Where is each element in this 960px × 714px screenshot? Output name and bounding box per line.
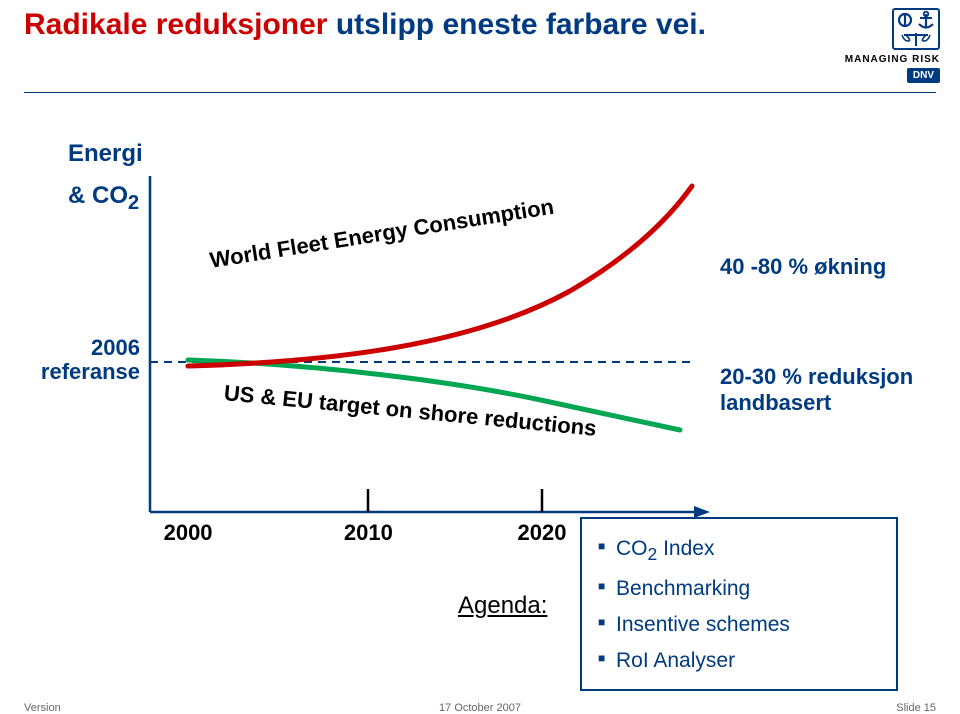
agenda-box: CO2 Index Benchmarking Insentive schemes… <box>580 517 898 691</box>
y-label-co2: & CO2 <box>68 182 143 215</box>
dnv-shield-icon <box>892 8 940 50</box>
title-divider <box>24 92 936 93</box>
slide: Radikale reduksjoner utslipp eneste farb… <box>0 0 960 710</box>
footer-date: 17 October 2007 <box>439 702 521 714</box>
agenda-item-text: RoI Analyser <box>616 649 735 672</box>
agenda-item-text: CO <box>616 537 648 560</box>
footer-slidenum: Slide 15 <box>896 702 936 714</box>
reference-year: 2006 <box>91 335 140 360</box>
rising-annotation: 40 -80 % økning <box>720 254 886 280</box>
xtick-2010: 2010 <box>344 520 393 546</box>
title-part-blue: utslipp eneste farbare vei. <box>336 8 706 41</box>
agenda-label: Agenda: <box>458 592 547 620</box>
xtick-2000: 2000 <box>164 520 213 546</box>
y-label-co2-text: & CO <box>68 182 128 209</box>
footer-version: Version <box>24 702 61 714</box>
brand-chip: DNV <box>907 68 940 83</box>
agenda-item: Benchmarking <box>598 577 880 601</box>
agenda-item-text: Benchmarking <box>616 577 750 600</box>
title-part-red: Radikale reduksjoner <box>24 8 327 41</box>
agenda-item-sub: 2 <box>648 544 658 564</box>
agenda-item-text2: Index <box>657 537 714 560</box>
falling-annotation-l1: 20-30 % reduksjon <box>720 364 913 389</box>
agenda-item: Insentive schemes <box>598 613 880 637</box>
falling-annotation-l2: landbasert <box>720 390 831 415</box>
agenda-item-text: Insentive schemes <box>616 613 790 636</box>
y-label-co2-sub: 2 <box>128 192 139 214</box>
falling-annotation: 20-30 % reduksjon landbasert <box>720 364 913 417</box>
brand-block: MANAGING RISK DNV <box>820 8 940 83</box>
y-label-energi: Energi <box>68 140 143 168</box>
brand-tagline: MANAGING RISK <box>820 54 940 65</box>
page-title: Radikale reduksjoner utslipp eneste farb… <box>24 8 940 42</box>
reference-word: referanse <box>41 359 140 384</box>
xtick-2020: 2020 <box>518 520 567 546</box>
title-row: Radikale reduksjoner utslipp eneste farb… <box>24 8 940 42</box>
y-axis-labels: Energi & CO2 <box>68 140 143 215</box>
agenda-item: RoI Analyser <box>598 649 880 673</box>
reference-label: 2006 referanse <box>30 336 140 384</box>
agenda-item: CO2 Index <box>598 537 880 565</box>
